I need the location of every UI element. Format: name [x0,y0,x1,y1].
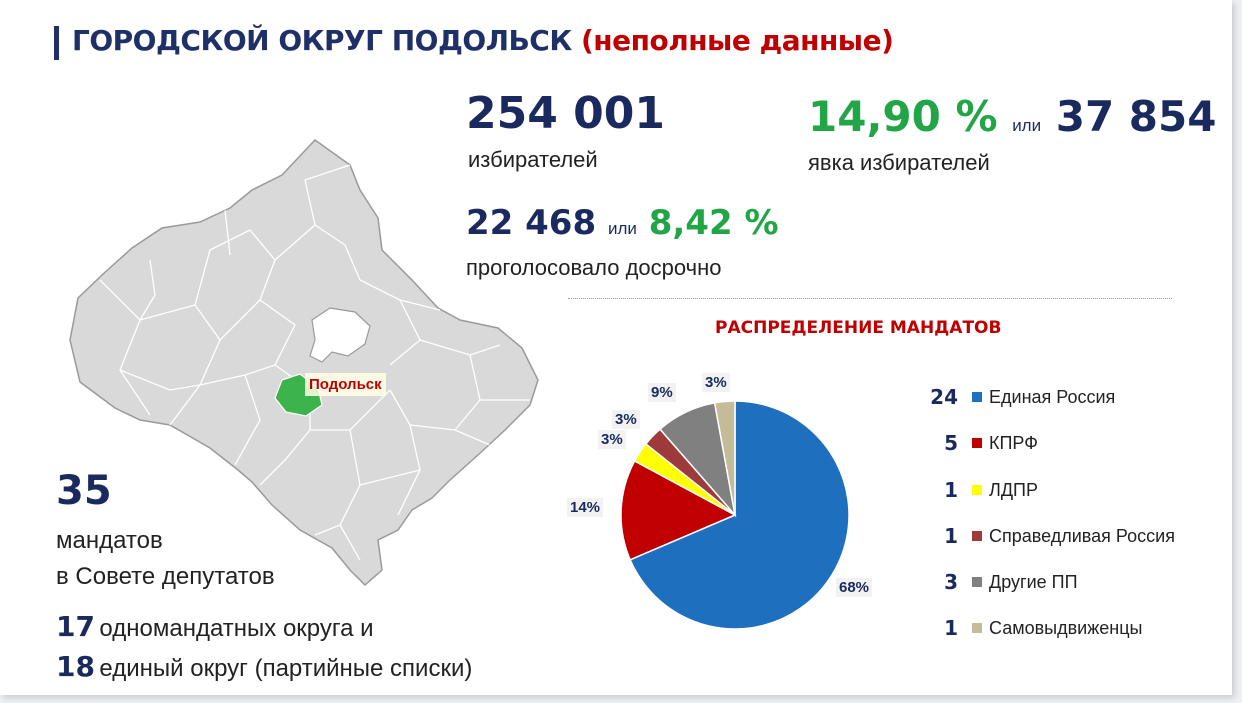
turnout-label: явка избирателей [808,150,990,175]
party-label: единый округ (партийные списки) [99,655,473,682]
legend-seat-count: 1 [944,478,958,502]
legend-item: 1 Самовыдвиженцы [920,616,1142,640]
title-subtitle: (неполные данные) [580,24,894,57]
mandates-label-line2: в Совете депутатов [56,563,275,590]
legend-item: 1 ЛДПР [920,478,1038,502]
legend-item: 5 КПРФ [920,431,1038,455]
pie-slice-6 [713,400,736,516]
legend-item: 1 Справедливая Россия [920,524,1175,548]
chart-title: РАСПРЕДЕЛЕНИЕ МАНДАТОВ [715,318,1002,338]
early-or-word: или [607,219,637,238]
legend-swatch [972,577,982,587]
mandates-pie-chart [620,400,850,630]
legend-label: Единая Россия [989,386,1116,407]
early-count: 22 468 [466,203,597,243]
map-region [69,139,539,587]
pie-data-label: 3% [612,410,640,429]
pie-data-label: 14% [567,498,604,517]
voters-label: избирателей [468,147,598,172]
mandates-total: 35 [56,468,112,514]
legend-label: Справедливая Россия [989,525,1175,546]
legend-swatch [972,485,982,495]
legend-item: 3 Другие ПП [920,570,1078,594]
moscow-city-area [309,307,371,363]
moscow-region-map [69,139,539,587]
title-accent-bar [54,26,59,60]
map-label-podolsk: Подольск [305,373,386,396]
legend-item: 24 Единая Россия [920,385,1115,409]
pie-data-label: 3% [598,430,626,449]
party-count: 18 [56,650,95,683]
legend-swatch [972,623,982,633]
pie-slice-1 [629,400,850,630]
legend-seat-count: 1 [944,524,958,548]
legend-swatch [972,438,982,448]
legend-seat-count: 1 [944,616,958,640]
single-label: одномандатных округа и [99,615,374,642]
turnout-line: 14,90 % или 37 854 [808,92,1216,141]
section-divider [568,298,1172,299]
legend-label: Другие ПП [989,571,1078,592]
turnout-count: 37 854 [1055,92,1217,141]
legend-label: Самовыдвиженцы [989,617,1143,638]
legend-seat-count: 24 [930,385,958,409]
pie-data-label: 9% [648,383,676,402]
turnout-percent: 14,90 % [808,92,998,141]
single-count: 17 [56,610,95,643]
legend-label: ЛДПР [989,479,1038,500]
early-line: 22 468 или 8,42 % [466,203,779,243]
pie-data-label: 3% [702,373,730,392]
page-title: ГОРОДСКОЙ ОКРУГ ПОДОЛЬСК (неполные данны… [72,24,894,57]
turnout-or-word: или [1012,116,1042,135]
early-label: проголосовало досрочно [466,255,722,280]
mandates-label-line1: мандатов [56,527,163,554]
single-mandate-line: 17 одномандатных округа и [56,610,374,643]
legend-seat-count: 3 [944,570,958,594]
legend-swatch [972,392,982,402]
voters-value: 254 001 [466,88,666,139]
pie-slice-2 [620,459,737,561]
legend-seat-count: 5 [944,431,958,455]
title-main: ГОРОДСКОЙ ОКРУГ ПОДОЛЬСК [72,24,572,57]
legend-label: КПРФ [989,432,1038,453]
party-list-line: 18 единый округ (партийные списки) [56,650,472,683]
pie-data-label: 68% [836,578,873,597]
legend-swatch [972,531,982,541]
early-percent: 8,42 % [648,203,779,243]
